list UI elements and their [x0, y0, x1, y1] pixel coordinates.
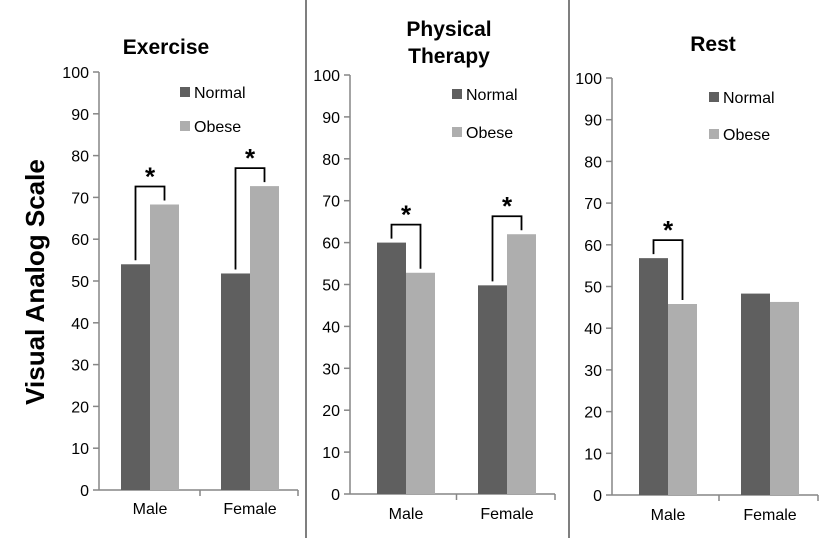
panel-title-line: Therapy [408, 45, 490, 68]
legend-label-obese: Obese [466, 125, 513, 142]
y-tick-label: 40 [584, 321, 602, 338]
legend-swatch-normal [180, 87, 190, 97]
panel-title-line: Rest [690, 33, 736, 56]
bar-normal [639, 258, 668, 495]
x-tick-label: Female [480, 506, 533, 523]
y-tick-label: 60 [71, 232, 89, 249]
legend-label-normal: Normal [723, 90, 775, 107]
y-tick-label: 10 [71, 441, 89, 458]
bar-normal [478, 285, 507, 494]
significance-bracket [390, 223, 422, 269]
panel-2: Physical Therapy 0 10 20 30 40 50 60 70 80 90 100 Mal… [313, 18, 556, 523]
legend-label-obese: Obese [194, 119, 241, 136]
bar-obese [770, 301, 799, 495]
significance-bracket [491, 215, 523, 282]
panel-title: Rest [690, 33, 736, 56]
y-tick-label: 100 [62, 65, 89, 82]
significance-star: * [502, 191, 513, 221]
y-tick-label: 90 [322, 110, 340, 127]
significance-bracket [234, 167, 266, 270]
legend-swatch-obese [452, 127, 462, 137]
legend-swatch-obese [180, 121, 190, 131]
y-tick-label: 50 [71, 274, 89, 291]
y-tick-label: 30 [584, 363, 602, 380]
y-tick-label: 80 [584, 154, 602, 171]
panel-title-line: Exercise [123, 36, 209, 59]
y-tick-label: 20 [71, 399, 89, 416]
y-tick-label: 40 [71, 316, 89, 333]
bar-obese [668, 304, 697, 495]
y-tick-label: 40 [322, 319, 340, 336]
panel-title: Exercise [123, 36, 209, 59]
bar-obese [150, 204, 179, 491]
x-tick-label: Male [651, 507, 686, 524]
bar-obese [250, 186, 279, 490]
x-tick-label: Female [743, 507, 796, 524]
significance-star: * [401, 200, 412, 230]
bar-normal [221, 273, 250, 490]
y-tick-label: 0 [593, 488, 602, 505]
significance-bracket [652, 239, 684, 301]
y-tick-label: 60 [322, 236, 340, 253]
legend-label-normal: Normal [194, 85, 246, 102]
y-tick-label: 50 [322, 278, 340, 295]
y-tick-label: 90 [71, 107, 89, 124]
legend-label-obese: Obese [723, 127, 770, 144]
y-tick-label: 100 [575, 71, 602, 88]
bar-normal [377, 242, 406, 494]
bar-normal [741, 293, 770, 495]
y-tick-label: 60 [584, 238, 602, 255]
bar-normal [121, 264, 150, 490]
y-tick-label: 0 [80, 483, 89, 500]
y-tick-label: 80 [322, 152, 340, 169]
legend-swatch-obese [709, 129, 719, 139]
y-tick-label: 100 [313, 68, 340, 85]
y-tick-label: 30 [71, 358, 89, 375]
x-tick-label: Male [389, 506, 424, 523]
y-tick-label: 20 [584, 405, 602, 422]
y-tick-label: 70 [584, 196, 602, 213]
legend-swatch-normal [452, 89, 462, 99]
significance-star: * [145, 162, 156, 192]
y-tick-label: 30 [322, 361, 340, 378]
y-tick-label: 80 [71, 149, 89, 166]
y-tick-label: 0 [331, 487, 340, 504]
y-tick-label: 70 [71, 190, 89, 207]
panel-title-line: Physical [406, 18, 491, 41]
significance-star: * [663, 215, 674, 245]
x-tick-label: Female [223, 501, 276, 518]
panel-1: Exercise 0 10 20 30 40 50 60 70 80 90 100 Male * Femal… [62, 36, 299, 518]
legend-label-normal: Normal [466, 87, 518, 104]
legend-swatch-normal [709, 92, 719, 102]
x-tick-label: Male [133, 501, 168, 518]
bar-obese [406, 272, 435, 494]
y-tick-label: 70 [322, 194, 340, 211]
y-axis-label: Visual Analog Scale [20, 159, 50, 405]
y-tick-label: 50 [584, 280, 602, 297]
significance-star: * [245, 143, 256, 173]
panel-title: Physical Therapy [406, 18, 491, 68]
y-tick-label: 10 [322, 445, 340, 462]
panel-3: Rest 0 10 20 30 40 50 60 70 80 90 100 Male * Female Nor… [575, 33, 819, 524]
y-tick-label: 10 [584, 446, 602, 463]
y-tick-label: 20 [322, 403, 340, 420]
y-tick-label: 90 [584, 113, 602, 130]
bar-obese [507, 234, 536, 494]
significance-bracket [134, 185, 166, 261]
